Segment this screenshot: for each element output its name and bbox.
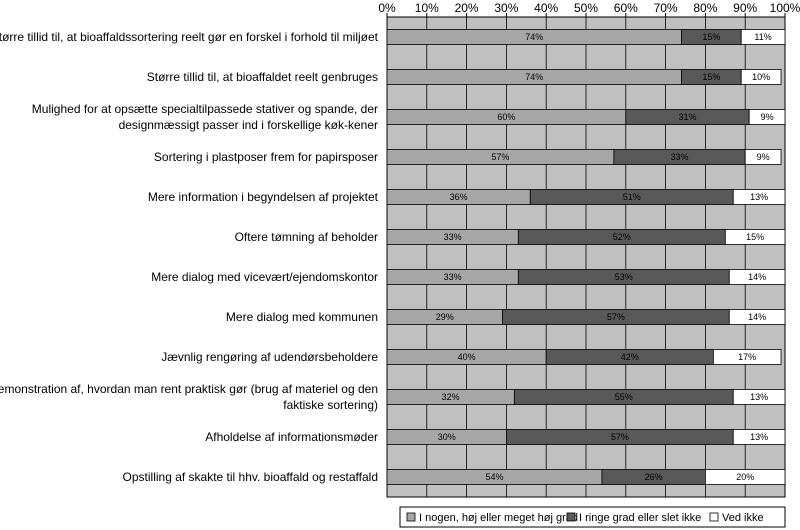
x-tick-label: 50% <box>574 1 598 15</box>
category-label: Mere dialog med vicevært/ejendomskontor <box>151 270 378 284</box>
bar-segment-dontknow <box>728 309 786 325</box>
data-label: 14% <box>748 272 766 282</box>
data-label: 10% <box>752 72 770 82</box>
data-label: 13% <box>750 392 768 402</box>
data-label: 15% <box>702 32 720 42</box>
bar-segment-dontknow <box>732 389 786 405</box>
category-label: Sortering i plastposer frem for papirspo… <box>154 150 378 164</box>
bar-segment-dontknow <box>740 69 782 85</box>
category-label: Opstilling af skakte til hhv. bioaffald … <box>123 470 378 484</box>
x-tick-label: 60% <box>614 1 638 15</box>
data-label: 13% <box>750 432 768 442</box>
bar-segment-dontknow <box>705 469 786 485</box>
x-tick-label: 10% <box>415 1 439 15</box>
data-label: 51% <box>623 192 641 202</box>
x-tick-label: 90% <box>733 1 757 15</box>
x-tick-label: 80% <box>693 1 717 15</box>
data-label: 57% <box>611 432 629 442</box>
x-tick-label: 0% <box>378 1 396 15</box>
category-label: Oftere tømning af beholder <box>235 230 378 244</box>
data-label: 17% <box>738 352 756 362</box>
bar-segment-dontknow <box>712 349 782 365</box>
data-label: 60% <box>497 112 515 122</box>
category-label: Mere information i begyndelsen af projek… <box>148 190 379 204</box>
legend-swatch <box>566 512 576 522</box>
data-label: 57% <box>491 152 509 162</box>
data-label: 74% <box>525 72 543 82</box>
data-label: 55% <box>615 392 633 402</box>
category-label: Demonstration af, hvordan man rent prakt… <box>0 382 378 396</box>
bar-segment-dontknow <box>728 269 786 285</box>
data-label: 20% <box>736 472 754 482</box>
data-label: 36% <box>450 192 468 202</box>
bar-segment-dontknow <box>740 29 786 45</box>
data-label: 14% <box>748 312 766 322</box>
data-label: 33% <box>444 272 462 282</box>
bar-segment-dontknow <box>724 229 786 245</box>
legend-swatch <box>709 512 719 522</box>
data-label: 32% <box>442 392 460 402</box>
category-label: Afholdelse af informationsmøder <box>205 430 378 444</box>
legend-label: I nogen, høj eller meget høj grad <box>419 512 578 524</box>
bar-segment-dontknow <box>732 189 786 205</box>
data-label: 11% <box>754 32 771 42</box>
data-label: 52% <box>613 232 631 242</box>
data-label: 33% <box>444 232 462 242</box>
bar-segment-dontknow <box>744 149 782 165</box>
x-tick-label: 40% <box>534 1 558 15</box>
data-label: 26% <box>645 472 663 482</box>
data-label: 13% <box>750 192 768 202</box>
data-label: 9% <box>757 152 770 162</box>
category-label: Større tillid til, at bioaffaldet reelt … <box>147 70 378 84</box>
data-label: 53% <box>615 272 633 282</box>
data-label: 15% <box>746 232 764 242</box>
legend-swatch <box>406 512 416 522</box>
data-label: 31% <box>678 112 696 122</box>
category-label: Større tillid til, at bioaffaldssorterin… <box>0 30 379 44</box>
bar-segment-dontknow <box>732 429 786 445</box>
category-label: designmæssigt passer ind i forskellige k… <box>119 118 378 132</box>
category-label: Mulighed for at opsætte specialtilpassed… <box>32 102 378 116</box>
legend-label: I ringe grad eller slet ikke <box>579 512 701 524</box>
x-tick-label: 20% <box>455 1 479 15</box>
legend-label: Ved ikke <box>722 512 764 524</box>
data-label: 30% <box>438 432 456 442</box>
data-label: 33% <box>671 152 689 162</box>
data-label: 54% <box>485 472 503 482</box>
x-tick-label: 70% <box>654 1 678 15</box>
data-label: 57% <box>607 312 625 322</box>
data-label: 9% <box>761 112 774 122</box>
legend-box <box>399 506 786 528</box>
category-label: faktiske sortering) <box>283 398 378 412</box>
x-tick-label: 100% <box>770 1 800 15</box>
data-label: 29% <box>436 312 454 322</box>
data-label: 74% <box>525 32 543 42</box>
x-tick-label: 30% <box>494 1 518 15</box>
data-label: 15% <box>702 72 720 82</box>
category-label: Mere dialog med kommunen <box>226 310 378 324</box>
category-label: Jævnlig rengøring af udendørsbeholdere <box>161 350 378 364</box>
data-label: 42% <box>621 352 639 362</box>
bar-segment-dontknow <box>748 109 786 125</box>
data-label: 40% <box>458 352 476 362</box>
